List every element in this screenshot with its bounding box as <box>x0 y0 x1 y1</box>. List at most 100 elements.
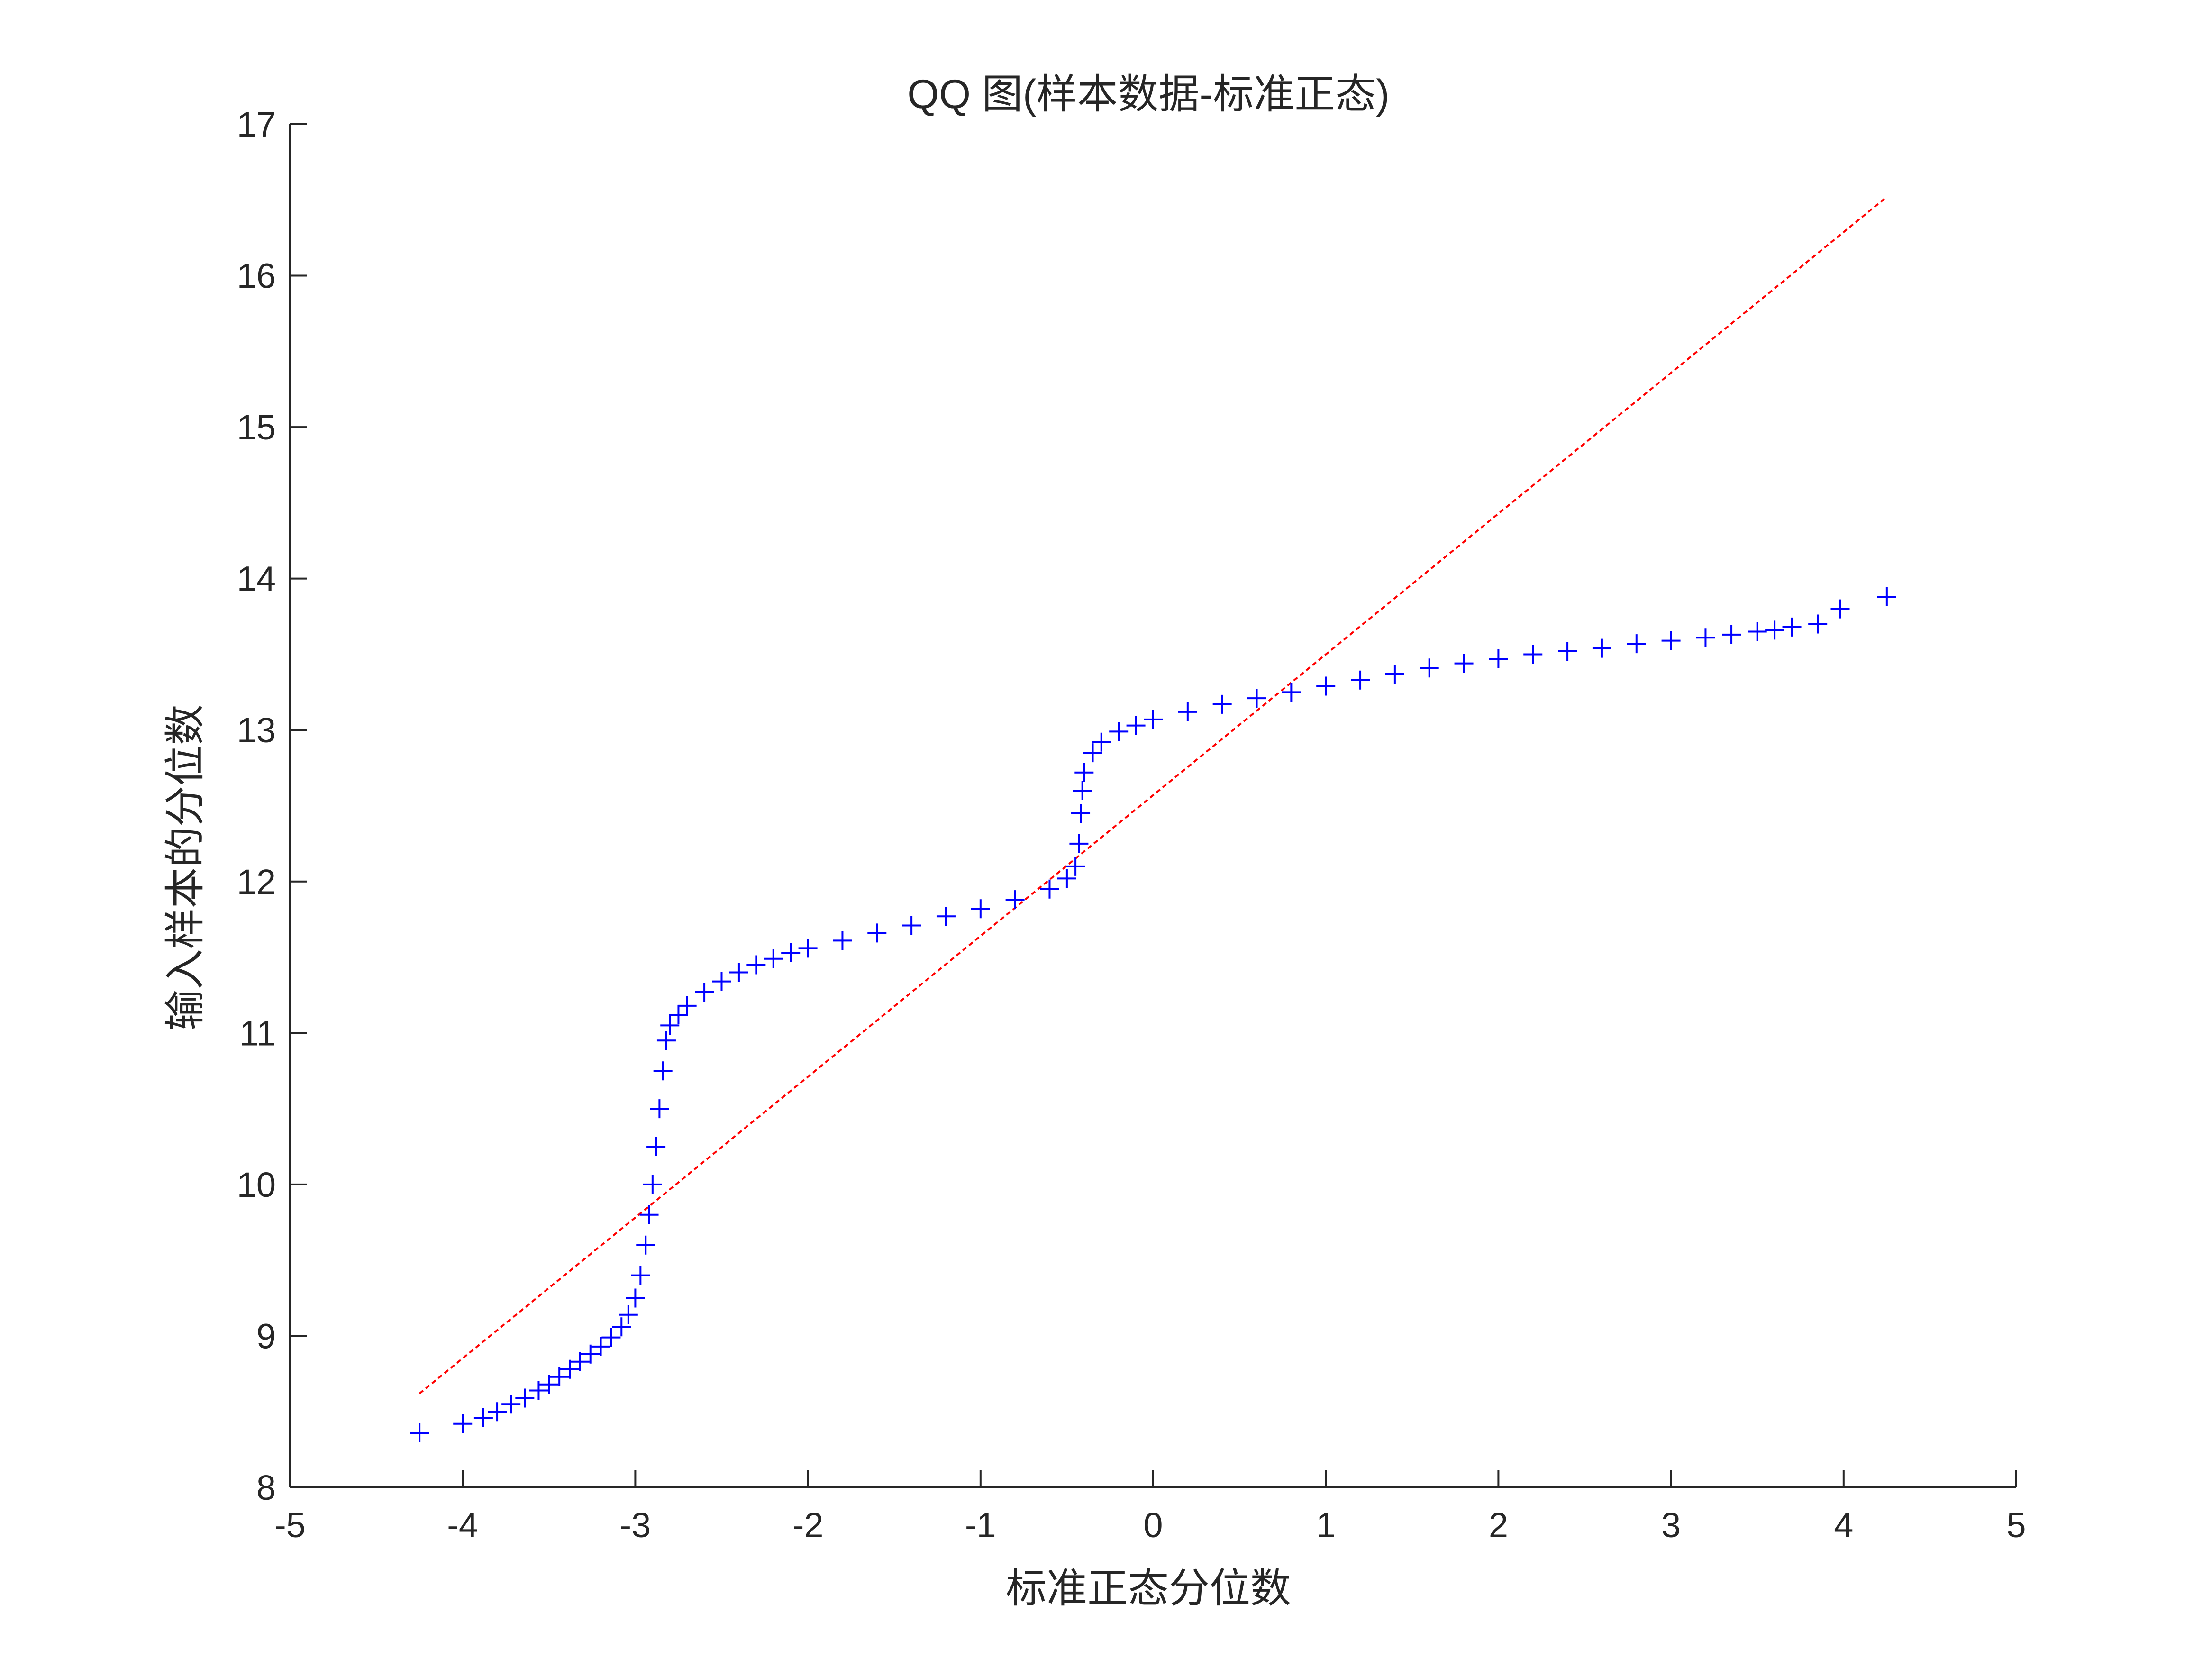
data-point <box>488 1402 507 1422</box>
data-point <box>539 1375 559 1394</box>
data-point <box>798 939 818 958</box>
data-point <box>529 1381 548 1400</box>
data-point <box>764 949 783 968</box>
data-point <box>1057 869 1076 888</box>
data-point <box>656 1031 676 1050</box>
data-point <box>631 1266 650 1285</box>
data-point <box>1877 587 1896 607</box>
y-axis-label: 输入样本的分位数 <box>163 704 208 1030</box>
data-point <box>1808 614 1828 634</box>
data-point <box>1069 834 1089 853</box>
data-point <box>1523 645 1543 664</box>
data-point <box>1627 634 1646 654</box>
data-point <box>1661 631 1681 650</box>
data-point <box>639 1205 659 1224</box>
y-tick-label: 9 <box>256 1316 276 1356</box>
y-tick-label: 8 <box>256 1468 276 1507</box>
x-tick-label: -2 <box>792 1505 824 1545</box>
data-point <box>669 1005 688 1024</box>
x-tick-label: -3 <box>619 1505 651 1545</box>
data-point <box>1765 620 1784 640</box>
data-point <box>712 972 731 991</box>
reference-line-group <box>419 196 1888 1395</box>
y-tick-label: 10 <box>237 1165 276 1204</box>
data-point <box>1126 716 1146 735</box>
data-point <box>1071 803 1091 823</box>
data-point <box>643 1175 662 1194</box>
data-point <box>1178 702 1197 721</box>
x-tick-label: 3 <box>1661 1505 1681 1545</box>
data-point <box>650 1099 669 1119</box>
y-tick-label: 16 <box>237 256 276 296</box>
plot-axes <box>289 124 2016 1488</box>
data-point <box>1722 625 1741 644</box>
data-point <box>1144 710 1163 729</box>
data-point <box>1558 642 1577 661</box>
data-point <box>867 923 887 943</box>
data-point <box>601 1328 621 1347</box>
data-point <box>1005 890 1025 910</box>
data-point <box>1782 617 1802 637</box>
data-point <box>1083 743 1102 763</box>
data-point <box>1109 722 1129 741</box>
data-point <box>695 983 714 1002</box>
data-point <box>746 955 766 975</box>
data-point <box>1489 649 1508 669</box>
data-point <box>1592 638 1611 658</box>
y-tick-label: 15 <box>237 408 276 447</box>
data-point <box>501 1395 521 1414</box>
data-point <box>1385 664 1404 684</box>
data-point <box>1212 694 1232 714</box>
x-axis-label: 标准正态分位数 <box>1006 1566 1291 1611</box>
data-point <box>1247 689 1266 708</box>
y-tick-label: 11 <box>239 1013 276 1053</box>
data-point <box>646 1137 666 1156</box>
y-tick-label: 17 <box>237 105 276 144</box>
data-point <box>473 1408 493 1427</box>
data-point <box>729 963 748 982</box>
chart-title: QQ 图(样本数据-标准正态) <box>907 72 1390 117</box>
x-tick-label: 2 <box>1489 1505 1508 1545</box>
data-point <box>971 899 990 919</box>
data-point <box>1040 879 1059 899</box>
y-tick-label: 12 <box>237 862 276 902</box>
data-point <box>410 1423 429 1442</box>
data-point <box>902 916 921 935</box>
data-point <box>612 1317 631 1337</box>
data-point <box>1454 654 1474 673</box>
y-tick-label: 14 <box>237 559 276 599</box>
data-point <box>677 996 697 1015</box>
data-point <box>660 1016 680 1035</box>
data-point <box>936 907 956 926</box>
data-point <box>1074 763 1094 782</box>
data-point <box>1073 781 1092 801</box>
data-point <box>1830 599 1850 619</box>
data-point <box>1420 658 1439 678</box>
x-tick-label: -5 <box>274 1505 306 1545</box>
x-tick-label: 1 <box>1316 1505 1336 1545</box>
x-tick-label: 5 <box>2006 1505 2026 1545</box>
data-point <box>1351 670 1370 690</box>
data-point <box>550 1367 569 1386</box>
data-points-group <box>410 587 1896 1442</box>
data-point <box>781 943 801 962</box>
data-point <box>453 1414 473 1433</box>
data-point <box>1092 732 1111 752</box>
data-point <box>1316 676 1336 696</box>
data-point <box>653 1061 673 1081</box>
data-point <box>619 1305 638 1324</box>
data-point <box>570 1352 590 1371</box>
x-tick-label: 4 <box>1834 1505 1853 1545</box>
data-point <box>1282 683 1301 702</box>
x-tick-label: -4 <box>447 1505 478 1545</box>
data-point <box>626 1288 645 1308</box>
x-tick-label: -1 <box>965 1505 996 1545</box>
data-point <box>515 1388 535 1408</box>
x-tick-label: 0 <box>1143 1505 1163 1545</box>
reference-line <box>419 196 1888 1395</box>
data-point <box>1066 857 1085 876</box>
data-point <box>591 1337 610 1356</box>
data-point <box>833 931 852 950</box>
data-point <box>581 1344 600 1364</box>
